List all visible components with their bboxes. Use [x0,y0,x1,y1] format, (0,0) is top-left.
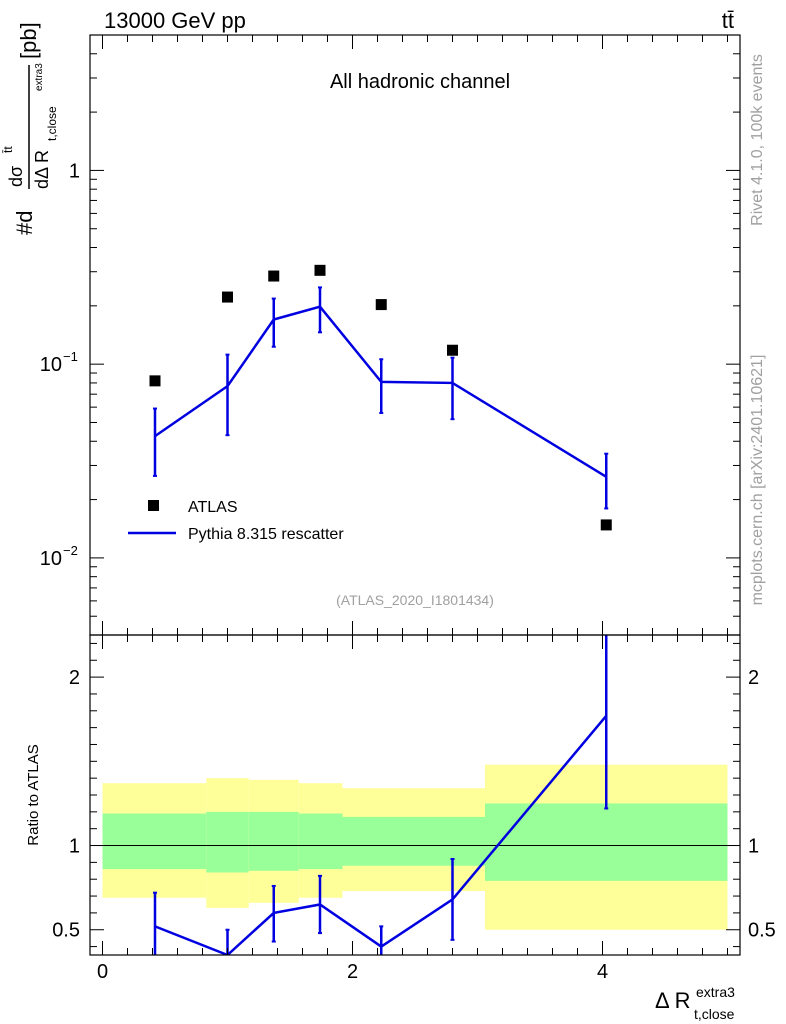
ratio-panel: 0.5 0.5 1 1 2 2 0 2 4 Ratio to ATLAS Δ R t,close… [25,634,776,1022]
ylabel-denominator-sup: extra3 [34,63,45,91]
uncertainty-band-inner [342,816,485,866]
main-y-tick-label-sup: −1 [63,349,78,364]
uncertainty-band-inner [485,803,728,881]
ylabel-denominator: dΔ R [32,150,52,189]
main-panel: 110−110−2 All hadronic channel (ATLAS_20… [1,22,741,636]
ylabel-numerator: dσ [6,166,26,187]
atlas-data-point [149,375,161,387]
atlas-data-point [314,264,326,276]
chart-title: All hadronic channel [330,71,510,93]
analysis-label: (ATLAS_2020_I1801434) [336,592,494,608]
process-label: tt̄ [722,8,734,33]
legend-data-marker [148,500,159,511]
x-axis-label: Δ R t,close extra3 [655,984,735,1022]
ratio-y-tick-label: 2 [69,667,80,689]
atlas-data-point [268,270,280,282]
ratio-y-axis-label: Ratio to ATLAS [25,744,42,845]
xlabel-sup: extra3 [696,984,735,1000]
ratio-y-tick-label-right: 0.5 [748,920,776,942]
ratio-frame [89,634,741,956]
legend-mc-label: Pythia 8.315 rescatter [188,526,344,543]
atlas-data-point [222,291,233,303]
main-y-tick-label: 1 [69,160,80,182]
legend-data-label: ATLAS [188,499,238,516]
ylabel-unit: [pb] [16,22,41,59]
legend: ATLAS Pythia 8.315 rescatter [128,499,344,543]
x-tick-label: 4 [597,961,608,983]
mcplots-label: mcplots.cern.ch [arXiv:2401.10621] [749,355,766,606]
main-plot-area: 110−110−2 [40,34,740,636]
main-frame [89,34,741,636]
ratio-plot-area: 0.5 0.5 1 1 2 2 0 2 4 [52,635,776,983]
xlabel-main: Δ R [655,988,690,1013]
ylabel-prefix: #d [12,211,37,235]
ylabel-numerator-sup: t̄t [1,146,15,154]
energy-label: 13000 GeV pp [104,8,246,33]
atlas-data-point [447,344,458,356]
main-y-tick-label: 10 [40,354,62,376]
xlabel-sub: t,close [694,1006,735,1022]
main-y-tick-label: 10 [40,548,62,570]
uncertainty-band-inner [248,811,299,871]
uncertainty-band-inner [298,813,343,870]
x-tick-label: 2 [347,961,358,983]
uncertainty-band-inner [206,811,249,873]
ratio-y-tick-label: 1 [69,836,80,858]
x-tick-label: 0 [97,961,108,983]
ratio-y-tick-label-right: 2 [748,667,759,689]
ylabel-denominator-sub: t,close [45,106,59,141]
atlas-data-point [375,299,387,311]
main-y-tick-label-sup: −2 [63,543,78,558]
ratio-y-tick-label: 0.5 [52,920,80,942]
ratio-clipped-group [90,635,740,955]
rivet-version-label: Rivet 4.1.0, 100k events [749,54,766,226]
uncertainty-band-inner [102,813,207,870]
main-y-axis-label: #d dσ t̄t dΔ R t,close extra3 [pb] [1,22,59,235]
ratio-y-tick-label-right: 1 [748,836,759,858]
atlas-data-point [600,519,612,531]
